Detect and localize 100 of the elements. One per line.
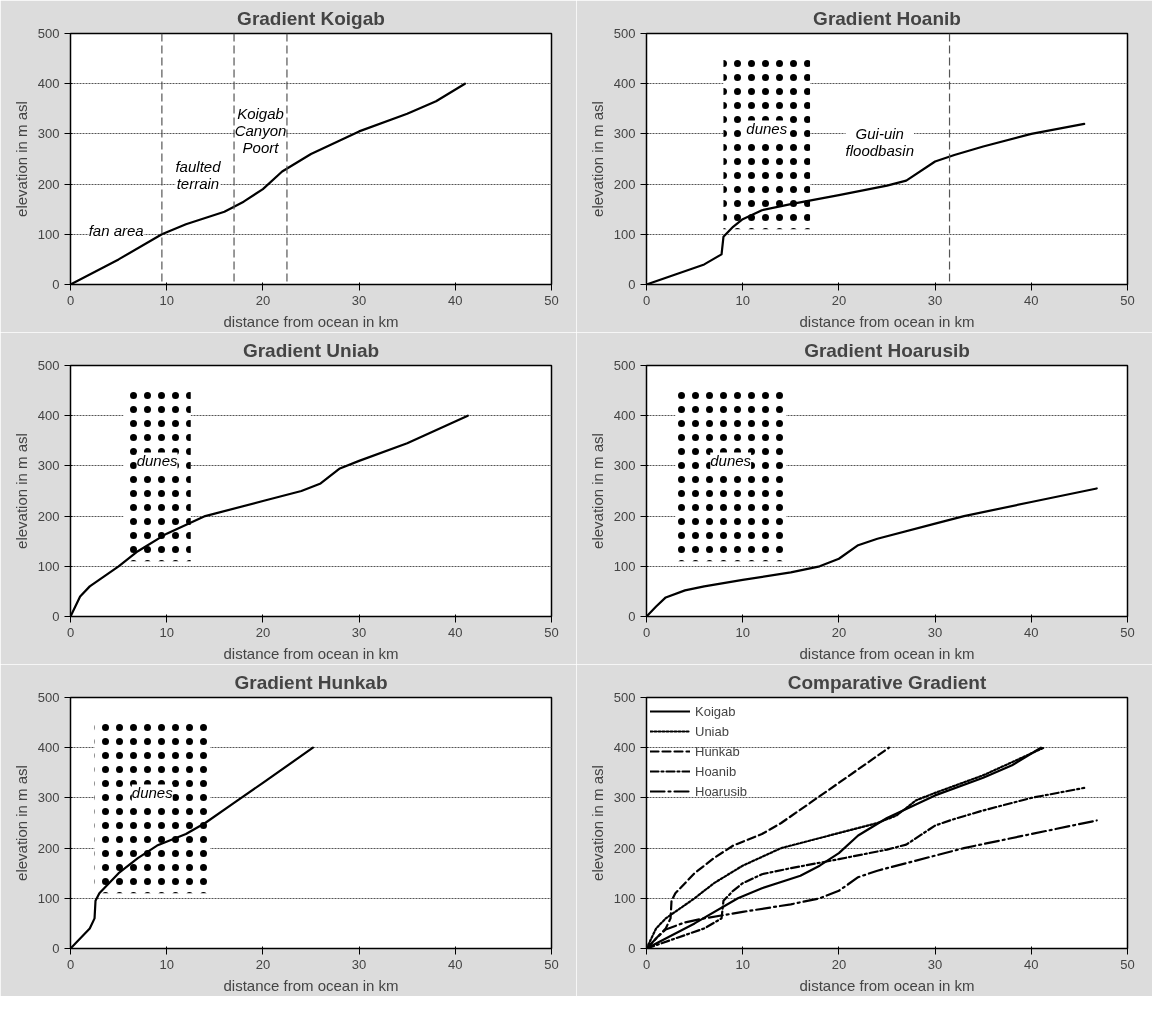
y-tick-label: 300 bbox=[613, 790, 636, 806]
y-tick-label: 200 bbox=[613, 176, 636, 192]
chart-title: Gradient Uniab bbox=[242, 339, 380, 361]
y-tick-label: 100 bbox=[37, 226, 60, 242]
x-tick-label: 0 bbox=[66, 624, 75, 640]
y-tick-label: 500 bbox=[613, 690, 636, 705]
y-tick-label: 100 bbox=[613, 890, 636, 906]
y-tick-label: 0 bbox=[52, 941, 60, 956]
y-tick-label: 400 bbox=[613, 76, 636, 92]
chart-title: Gradient Hunkab bbox=[234, 671, 388, 693]
x-tick-label: 40 bbox=[448, 956, 463, 972]
y-tick-label: 500 bbox=[37, 690, 60, 705]
annotation: faulted terrain bbox=[175, 158, 222, 193]
band-label: dunes bbox=[746, 120, 788, 138]
x-tick-label: 20 bbox=[255, 624, 271, 640]
x-tick-label: 10 bbox=[735, 292, 750, 308]
y-tick-label: 200 bbox=[37, 176, 60, 192]
y-axis-title: elevation in m asl bbox=[12, 765, 30, 881]
y-tick-label: 200 bbox=[613, 508, 636, 524]
x-tick-label: 10 bbox=[735, 624, 750, 640]
chart-title: Comparative Gradient bbox=[787, 671, 987, 693]
y-tick-label: 400 bbox=[613, 408, 636, 424]
y-axis-title: elevation in m asl bbox=[12, 101, 30, 217]
legend-label: Hoanib bbox=[695, 763, 737, 779]
y-tick-label: 100 bbox=[613, 558, 636, 574]
y-tick-label: 200 bbox=[37, 840, 60, 856]
x-tick-label: 20 bbox=[831, 624, 847, 640]
y-tick-label: 300 bbox=[37, 458, 60, 474]
y-tick-label: 0 bbox=[52, 609, 60, 624]
y-tick-label: 500 bbox=[613, 358, 636, 373]
x-tick-label: 10 bbox=[735, 956, 750, 972]
y-tick-label: 100 bbox=[37, 558, 60, 574]
y-tick-label: 400 bbox=[37, 76, 60, 92]
x-tick-label: 30 bbox=[351, 624, 367, 640]
y-tick-label: 400 bbox=[37, 408, 60, 424]
x-axis-title: distance from ocean in km bbox=[223, 644, 399, 662]
legend-label: Hoarusib bbox=[695, 783, 748, 799]
x-tick-label: 30 bbox=[927, 292, 943, 308]
y-tick-label: 0 bbox=[628, 609, 636, 624]
band-label: dunes bbox=[131, 784, 174, 802]
y-axis-title: elevation in m asl bbox=[12, 433, 30, 549]
y-tick-label: 500 bbox=[37, 26, 60, 41]
x-axis-title: distance from ocean in km bbox=[799, 976, 975, 994]
y-tick-label: 200 bbox=[37, 508, 60, 524]
x-tick-label: 50 bbox=[544, 956, 559, 972]
legend-label: Uniab bbox=[695, 723, 729, 739]
y-tick-label: 100 bbox=[37, 890, 60, 906]
y-tick-label: 0 bbox=[628, 277, 636, 292]
chart-title: Gradient Hoanib bbox=[813, 7, 961, 29]
y-tick-label: 400 bbox=[613, 740, 636, 756]
x-tick-label: 50 bbox=[1120, 624, 1135, 640]
x-tick-label: 50 bbox=[1120, 292, 1135, 308]
x-tick-label: 30 bbox=[927, 624, 943, 640]
y-axis-title: elevation in m asl bbox=[588, 101, 606, 217]
x-tick-label: 20 bbox=[831, 292, 847, 308]
y-tick-label: 500 bbox=[37, 358, 60, 373]
x-tick-label: 40 bbox=[448, 624, 463, 640]
y-tick-label: 500 bbox=[613, 26, 636, 41]
y-axis-title: elevation in m asl bbox=[588, 765, 606, 881]
chart-title: Gradient Hoarusib bbox=[804, 339, 970, 361]
x-tick-label: 50 bbox=[544, 624, 559, 640]
annotation: Koigab Canyon Poort bbox=[234, 104, 287, 156]
x-tick-label: 40 bbox=[1024, 624, 1039, 640]
x-axis-title: distance from ocean in km bbox=[223, 976, 399, 994]
x-tick-label: 50 bbox=[1120, 956, 1135, 972]
x-tick-label: 0 bbox=[66, 956, 75, 972]
y-tick-label: 200 bbox=[613, 840, 636, 856]
legend-label: Hunkab bbox=[695, 743, 740, 759]
band-label: dunes bbox=[136, 452, 179, 470]
x-tick-label: 10 bbox=[159, 292, 174, 308]
y-tick-label: 400 bbox=[37, 740, 60, 756]
x-tick-label: 30 bbox=[927, 956, 943, 972]
x-tick-label: 40 bbox=[1024, 292, 1039, 308]
y-tick-label: 300 bbox=[37, 790, 60, 806]
y-tick-label: 0 bbox=[628, 941, 636, 956]
x-tick-label: 20 bbox=[831, 956, 847, 972]
y-tick-label: 300 bbox=[613, 126, 636, 142]
legend-label: Koigab bbox=[695, 703, 736, 719]
y-axis-title: elevation in m asl bbox=[588, 433, 606, 549]
x-tick-label: 40 bbox=[1024, 956, 1039, 972]
x-tick-label: 0 bbox=[66, 292, 75, 308]
x-tick-label: 0 bbox=[642, 292, 651, 308]
x-tick-label: 40 bbox=[448, 292, 463, 308]
x-tick-label: 50 bbox=[544, 292, 559, 308]
x-axis-title: distance from ocean in km bbox=[799, 312, 975, 330]
annotation: fan area bbox=[88, 222, 144, 240]
x-tick-label: 10 bbox=[159, 956, 174, 972]
x-tick-label: 20 bbox=[255, 292, 271, 308]
x-axis-title: distance from ocean in km bbox=[799, 644, 975, 662]
y-tick-label: 300 bbox=[37, 126, 60, 142]
x-tick-label: 0 bbox=[642, 624, 651, 640]
band-label: dunes bbox=[710, 452, 752, 470]
x-tick-label: 20 bbox=[255, 956, 271, 972]
y-tick-label: 100 bbox=[613, 226, 636, 242]
chart-title: Gradient Koigab bbox=[237, 7, 385, 29]
y-tick-label: 0 bbox=[52, 277, 60, 292]
annotation: Gui-uin floodbasin bbox=[845, 124, 914, 159]
y-tick-label: 300 bbox=[613, 458, 636, 474]
x-axis-title: distance from ocean in km bbox=[223, 312, 399, 330]
x-tick-label: 10 bbox=[159, 624, 174, 640]
